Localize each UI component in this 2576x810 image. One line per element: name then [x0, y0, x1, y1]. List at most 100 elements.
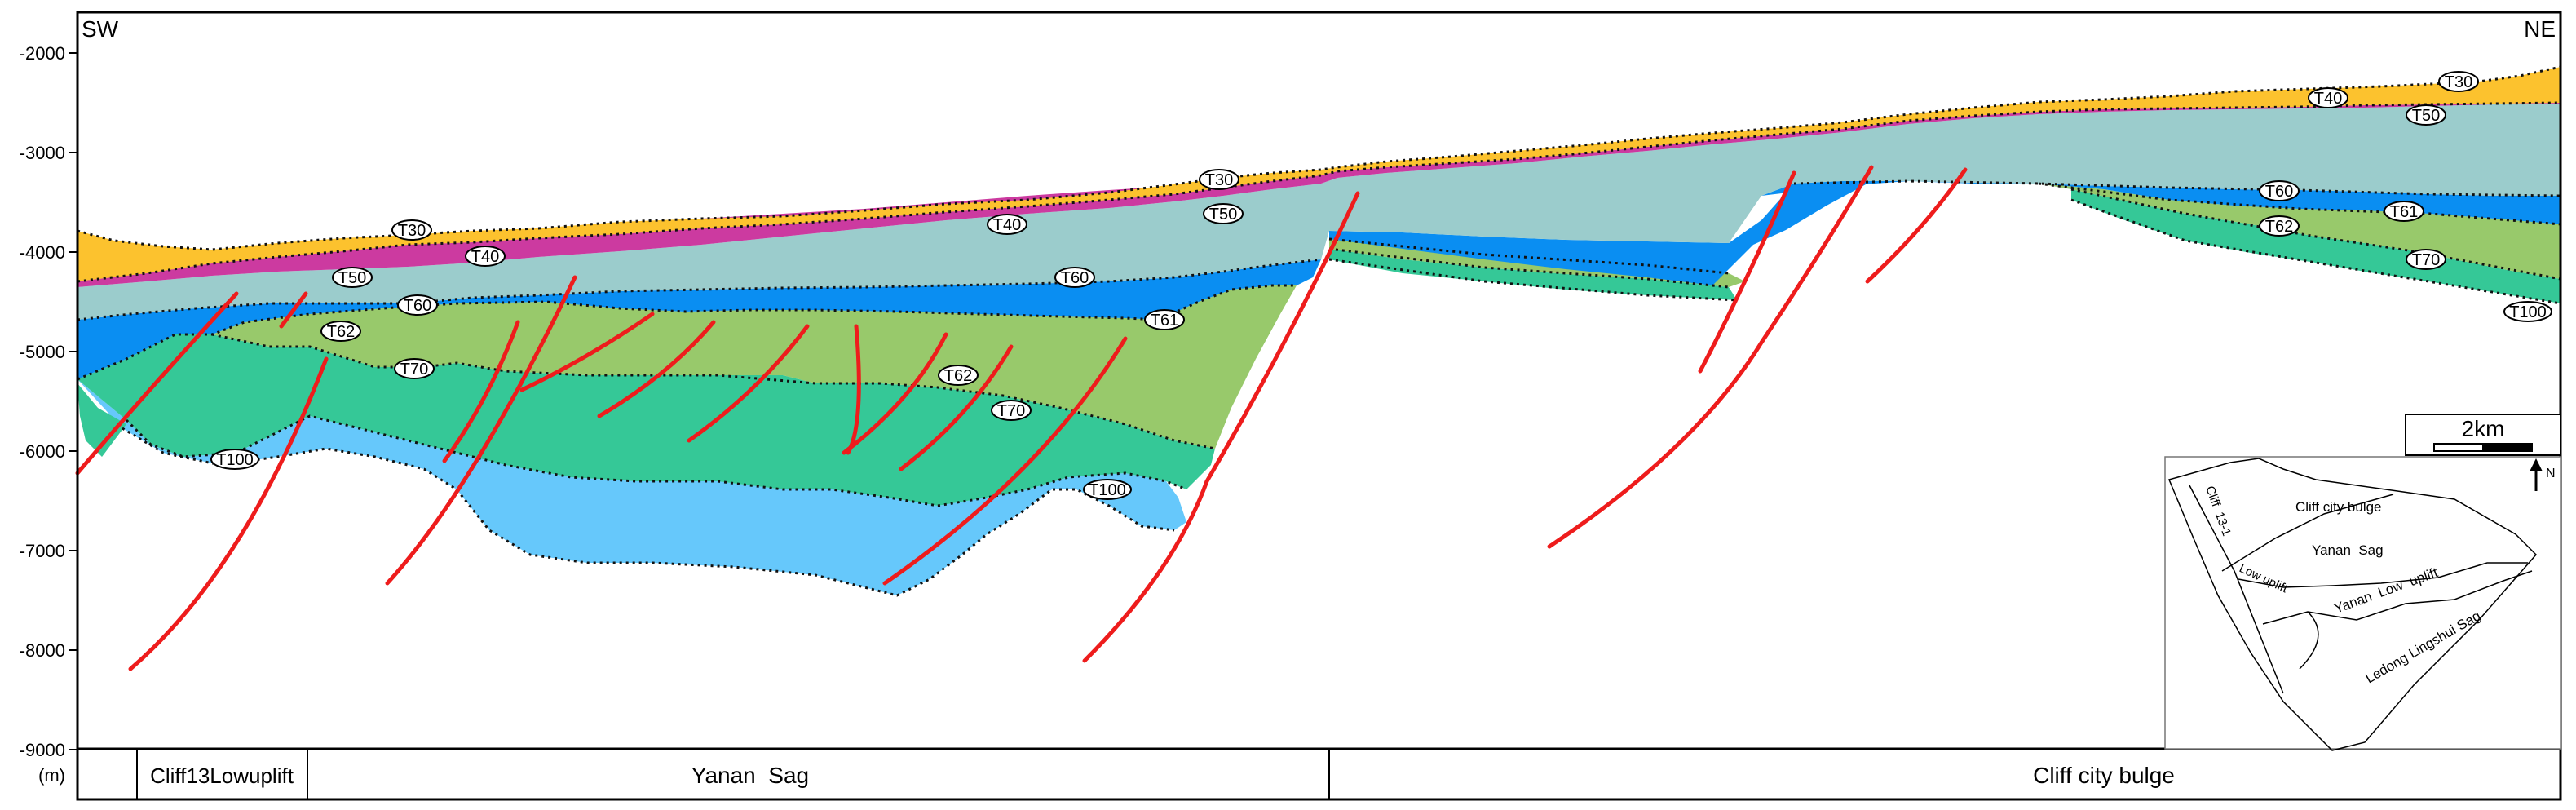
- depth-tick-label: -8000: [20, 640, 65, 661]
- scale-bar-black: [2482, 443, 2533, 452]
- horizon-label-ellipse: [1083, 479, 1132, 500]
- horizon-label-text: T62: [327, 323, 355, 341]
- fault-line: [842, 332, 948, 455]
- horizon-label-text: T30: [1205, 171, 1233, 189]
- horizon-middle-lines: [1328, 237, 1738, 302]
- horizon-t60-line: [77, 284, 1297, 381]
- horizon-label-t61: T61: [2384, 201, 2424, 222]
- horizon-label-ellipse: [1054, 267, 1095, 288]
- horizon-label-ellipse: [2259, 215, 2300, 237]
- fault-line: [128, 356, 329, 671]
- depth-tick-label: -5000: [20, 342, 65, 362]
- horizon-t40-line: [77, 101, 2561, 283]
- horizon-label-t60: T60: [1054, 267, 1095, 288]
- layer-t62-t70: [77, 334, 1215, 506]
- inset-outline: [2167, 458, 2538, 751]
- horizon-label-t70: T70: [394, 358, 435, 379]
- inset-boundary: [2221, 494, 2394, 572]
- figure-frame: [76, 11, 2562, 801]
- horizon-right-t62: [2070, 188, 2561, 281]
- depth-tick-label: -2000: [20, 43, 65, 64]
- horizon-label-t100: T100: [1083, 479, 1132, 500]
- horizon-label-text: T60: [404, 297, 431, 315]
- layer-t62-t70-left: [77, 383, 126, 457]
- horizon-t50-line: [77, 258, 1322, 321]
- horizon-label-ellipse: [1144, 309, 1185, 330]
- layer-t61-t62: [212, 285, 1297, 449]
- layer-t60-t61-middle: [1329, 181, 1908, 285]
- fault-line: [279, 291, 308, 329]
- fault-line: [1082, 191, 1360, 663]
- depth-tick-label: -3000: [20, 143, 65, 163]
- horizon-label-t61: T61: [1144, 309, 1185, 330]
- horizon-label-text: T61: [2390, 203, 2418, 221]
- horizon-label-text: T50: [2412, 107, 2440, 125]
- horizon-label-t62: T62: [938, 365, 979, 386]
- horizon-label-t40: T40: [2308, 87, 2348, 108]
- horizon-label-text: T60: [2265, 183, 2293, 201]
- horizon-lines: [77, 65, 2561, 597]
- horizon-label-ellipse: [394, 358, 435, 379]
- horizon-label-ellipse: [1199, 169, 1239, 190]
- horizon-label-ellipse: [332, 267, 373, 288]
- layer-t62-t70-right: [2071, 189, 2561, 303]
- horizon-t70-line: [125, 414, 1187, 507]
- horizon-label-text: T70: [2412, 251, 2440, 269]
- orientation-right: NE: [2524, 16, 2556, 42]
- horizon-label-text: T40: [2314, 90, 2342, 108]
- horizon-label-ellipse: [987, 214, 1027, 235]
- fault-line: [687, 324, 810, 443]
- horizon-label-t50: T50: [1203, 203, 1244, 224]
- horizon-label-text: T100: [1089, 481, 1126, 499]
- horizon-label-ellipse: [2384, 201, 2424, 222]
- unit-cliff-city-bulge: Cliff city bulge: [2033, 763, 2175, 788]
- horizon-label-text: T70: [400, 361, 428, 378]
- layer-t40-t50: [77, 103, 2561, 287]
- horizon-label-text: T50: [1209, 206, 1237, 224]
- horizon-label-ellipse: [1203, 203, 1244, 224]
- depth-tick-label: -7000: [20, 541, 65, 561]
- horizon-label-t60: T60: [2259, 180, 2300, 201]
- horizon-label-ellipse: [210, 449, 259, 470]
- inset-location-map: Cliff city bulge Yanan Sag Yanan Low upl…: [2164, 456, 2561, 751]
- unit-yanan-sag: Yanan Sag: [691, 763, 809, 788]
- horizon-label-ellipse: [2503, 301, 2552, 322]
- horizon-label-text: T30: [398, 222, 426, 240]
- horizon-t62-line: [211, 333, 1216, 450]
- horizon-label-text: T40: [993, 216, 1021, 234]
- horizon-label-t50: T50: [332, 267, 373, 288]
- horizon-label-text: T100: [216, 451, 254, 469]
- horizon-label-ellipse: [2406, 104, 2446, 126]
- horizon-label-text: T100: [2509, 303, 2547, 321]
- depth-tick-label: -4000: [20, 242, 65, 263]
- horizon-right-t61: [2038, 182, 2561, 226]
- north-arrow-label: N: [2546, 467, 2556, 480]
- layer-t30-t40: [77, 67, 2561, 281]
- horizon-label-ellipse: [2308, 87, 2348, 108]
- stratigraphic-layers: [75, 65, 2561, 671]
- horizon-label-t30: T30: [2438, 71, 2479, 92]
- horizon-label-t60: T60: [397, 294, 438, 316]
- inset-boundary: [2238, 562, 2528, 588]
- horizon-label-t30: T30: [1199, 169, 1239, 190]
- horizon-label-text: T62: [944, 367, 972, 385]
- horizon-label-ellipse: [397, 294, 438, 316]
- orientation-left: SW: [82, 16, 119, 42]
- layer-t60-t61-right: [1761, 181, 2561, 224]
- fault-line: [882, 336, 1128, 586]
- depth-tick-label: -9000: [20, 740, 65, 760]
- fault-line: [1865, 167, 1968, 284]
- horizon-label-ellipse: [320, 321, 361, 342]
- fault-line: [1698, 170, 1796, 374]
- horizon-label-ellipse: [991, 400, 1032, 421]
- structural-unit-band: Cliff13Lowuplift Yanan Sag Cliff city bu…: [136, 749, 2175, 799]
- horizon-label-ellipse: [2259, 180, 2300, 201]
- horizon-label-t62: T62: [2259, 215, 2300, 237]
- fault-line: [442, 320, 520, 463]
- inset-boundary: [2189, 485, 2284, 694]
- horizon-label-ellipse: [938, 365, 979, 386]
- horizon-label-t62: T62: [320, 321, 361, 342]
- horizon-label-text: T60: [1061, 269, 1089, 287]
